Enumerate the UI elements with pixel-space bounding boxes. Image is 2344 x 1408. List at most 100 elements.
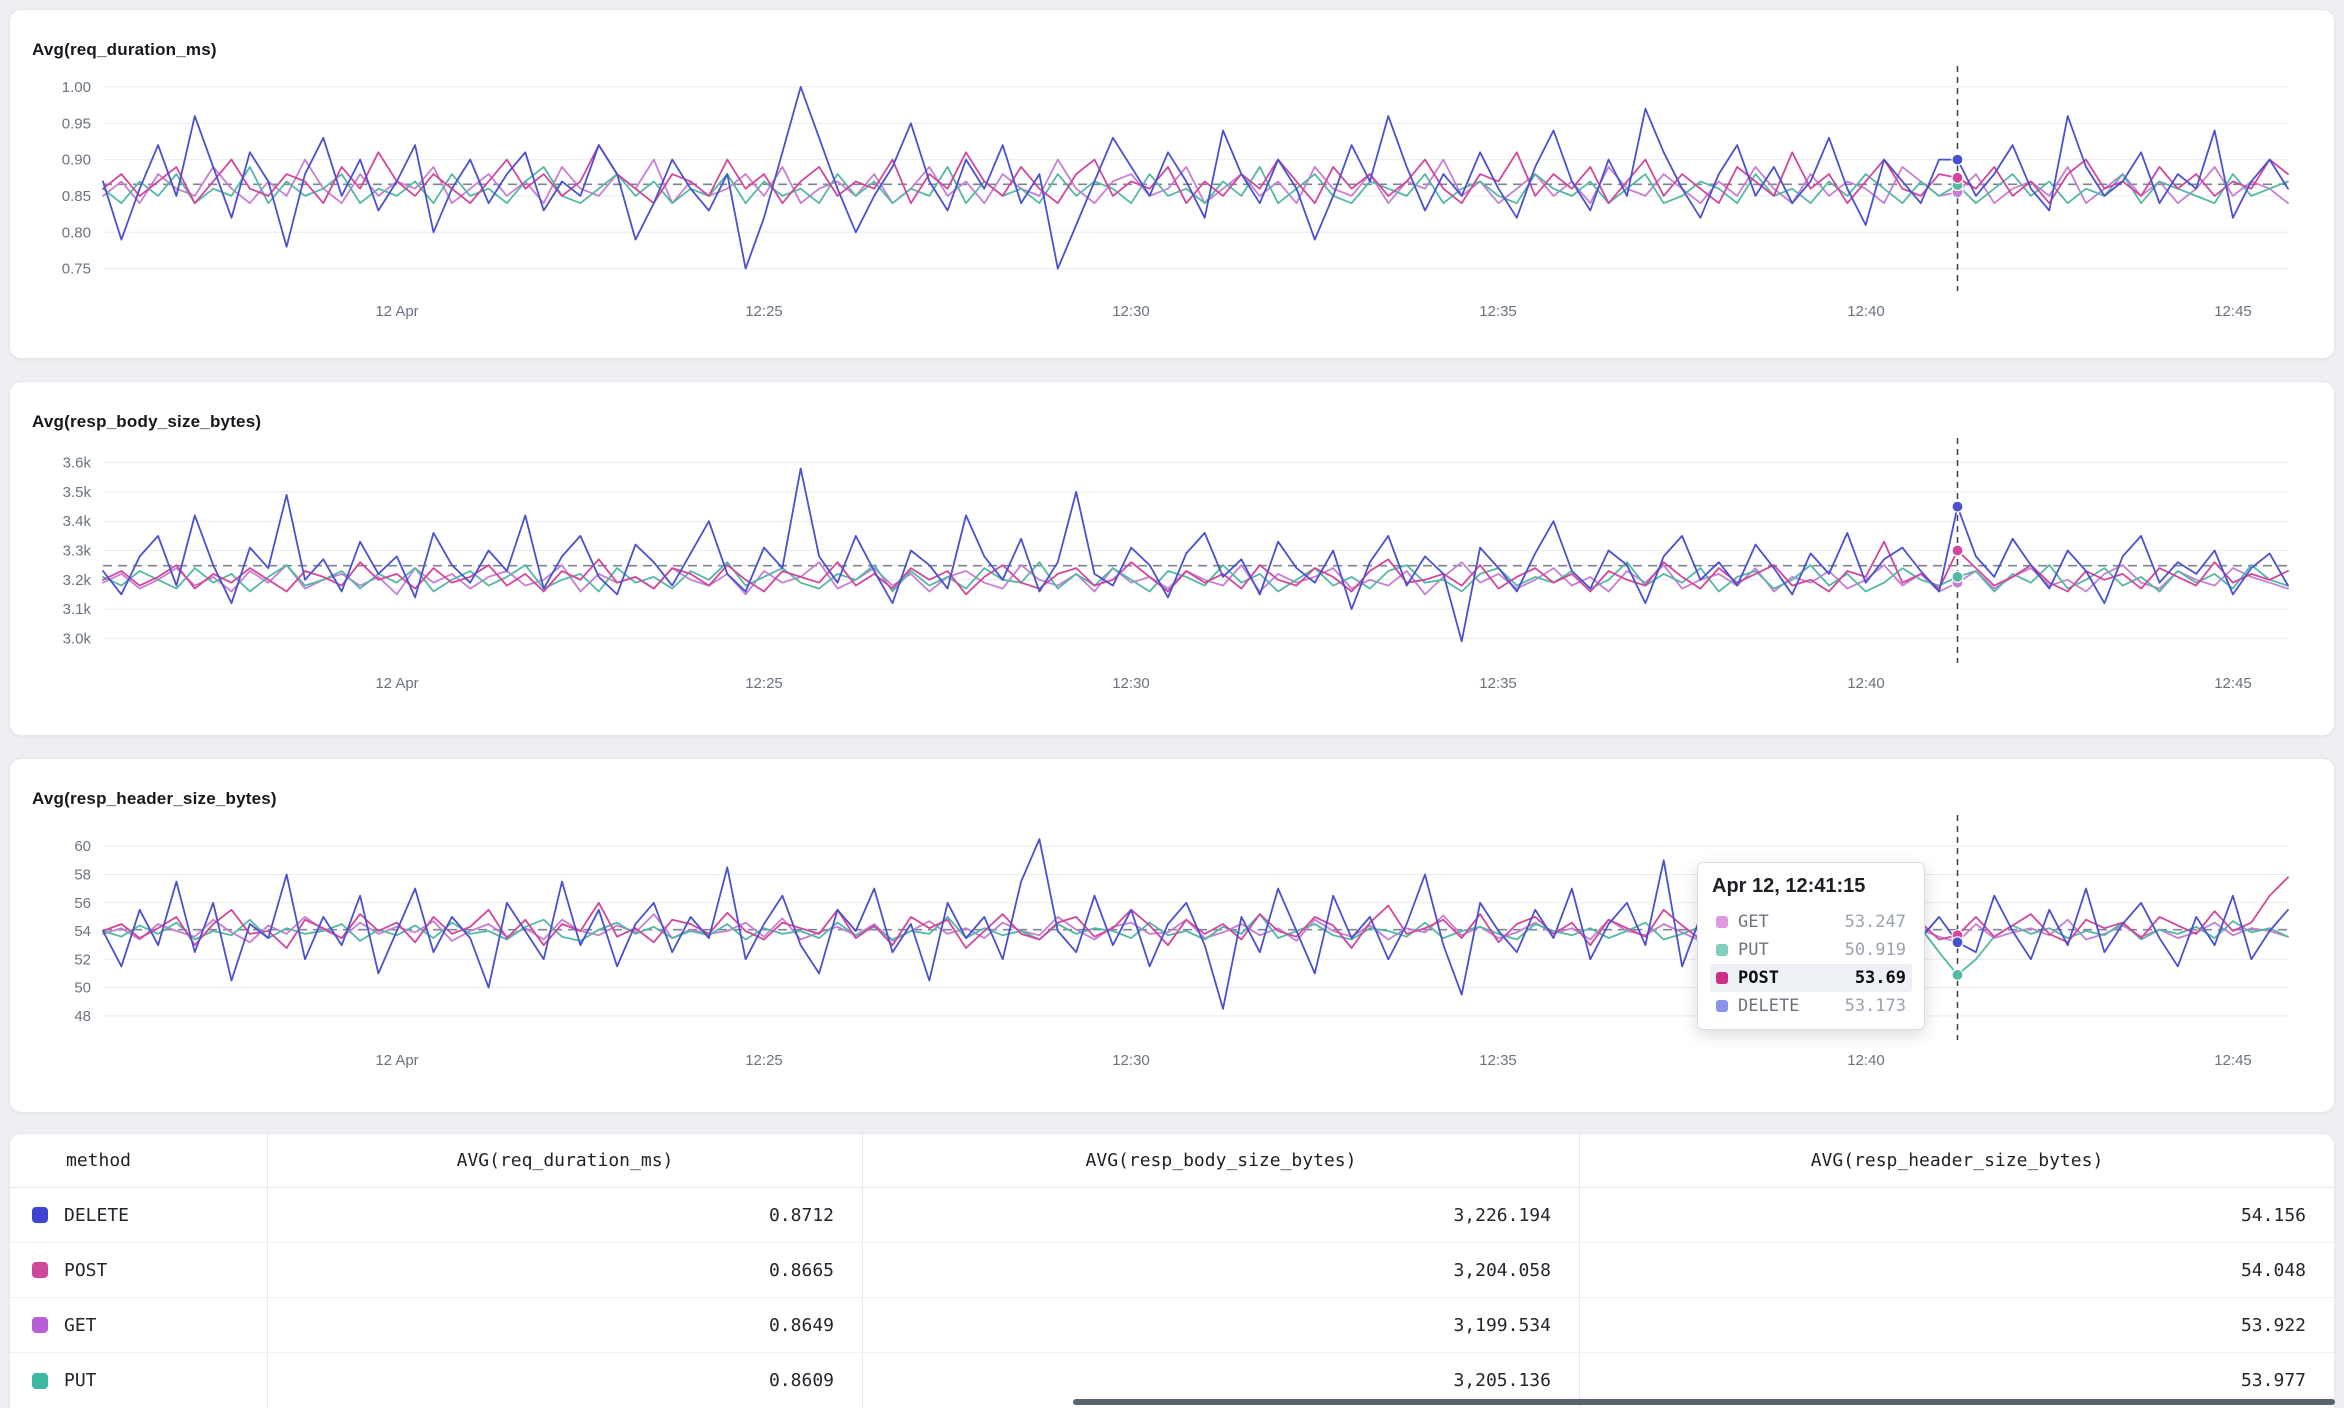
series-color-swatch (32, 1207, 48, 1223)
series-line-DELETE[interactable] (102, 467, 2289, 643)
y-axis-tick-label: 3.3k (63, 543, 92, 560)
method-label: POST (64, 1259, 108, 1281)
table-cell-method-DELETE: DELETE (10, 1188, 268, 1243)
hover-dot-DELETE (1951, 153, 1964, 166)
y-axis-tick-label: 0.80 (62, 224, 91, 241)
y-axis-tick-label: 52 (74, 951, 91, 968)
x-axis-tick-label: 12:25 (745, 675, 783, 692)
summary-table: method AVG(req_duration_ms) AVG(resp_body_… (10, 1134, 2334, 1408)
y-axis-tick-label: 0.95 (62, 115, 91, 132)
method-label: GET (64, 1314, 97, 1336)
series-line-DELETE[interactable] (102, 85, 2289, 270)
tooltip-title: Apr 12, 12:41:15 (1712, 875, 1866, 897)
table-cell-value: 0.8665 (268, 1243, 863, 1298)
hover-dot-DELETE (1951, 936, 1964, 949)
summary-table-panel: method AVG(req_duration_ms) AVG(resp_body_… (9, 1133, 2335, 1408)
series-color-swatch (32, 1317, 48, 1333)
hover-dot-DELETE (1951, 500, 1964, 513)
tooltip-series-value: 53.247 (1844, 912, 1906, 932)
x-axis-tick-label: 12:30 (1112, 1052, 1150, 1069)
table-cell-value: 3,204.058 (863, 1243, 1580, 1298)
tooltip-series-value: 50.919 (1844, 940, 1906, 960)
tooltip-rows: GET 53.247 PUT 50.919 POST 53.69 DELETE 53.173 (1710, 908, 1912, 1020)
table-header-method: method (10, 1134, 268, 1188)
y-axis-tick-label: 0.85 (62, 188, 91, 205)
series-line-PUT[interactable] (102, 166, 2289, 205)
y-axis-tick-label: 3.0k (63, 630, 92, 647)
chart-panel-resp-header-size: Avg(resp_header_size_bytes) 60 58 56 54 52 50… (9, 758, 2335, 1113)
table-cell-value: 0.8649 (268, 1298, 863, 1353)
chart-title-resp-body-size: Avg(resp_body_size_bytes) (32, 412, 262, 431)
x-axis-tick-label: 12:45 (2214, 1052, 2252, 1069)
table-cell-value: 0.8712 (268, 1188, 863, 1243)
series-color-chip (1716, 916, 1728, 928)
hover-dot-POST (1951, 544, 1964, 557)
y-axis-tick-label: 3.2k (63, 572, 92, 589)
y-axis-tick-label: 48 (74, 1008, 91, 1025)
series-color-swatch (32, 1372, 48, 1389)
table-cell-value: 3,226.194 (863, 1188, 1580, 1243)
series-line-PUT[interactable] (102, 561, 2289, 593)
method-label: PUT (64, 1370, 97, 1391)
table-cell-value: 54.156 (1580, 1188, 2334, 1243)
tooltip-series-label: DELETE (1738, 996, 1800, 1016)
x-axis-tick-label: 12:35 (1479, 1052, 1517, 1069)
tooltip-series-label: PUT (1738, 940, 1769, 960)
chart-panel-req-duration: Avg(req_duration_ms) 1.00 0.95 0.90 0.85 0.8… (9, 9, 2335, 359)
x-axis-tick-label: 12:30 (1112, 303, 1150, 320)
table-header-avg-1: AVG(req_duration_ms) (268, 1134, 863, 1188)
tooltip-row-POST: POST 53.69 (1710, 964, 1912, 992)
timeseries-chart-req-duration[interactable]: 1.00 0.95 0.90 0.85 0.80 0.75 12 Apr 12:25 12:30… (18, 66, 2328, 336)
x-axis-tick-label: 12:25 (745, 303, 783, 320)
tooltip-series-label: GET (1738, 912, 1769, 932)
series-color-chip (1716, 972, 1728, 984)
table-cell-method-PUT: PUT (10, 1353, 268, 1408)
y-axis-tick-label: 3.4k (63, 513, 92, 530)
series-color-chip (1716, 944, 1728, 956)
method-label: DELETE (64, 1204, 130, 1226)
table-cell-value: 0.8609 (268, 1353, 863, 1408)
tooltip-series-label: POST (1738, 968, 1779, 988)
y-axis-tick-label: 1.00 (62, 79, 91, 96)
chart-title-resp-header-size: Avg(resp_header_size_bytes) (32, 789, 277, 808)
table-header-avg-2: AVG(resp_body_size_bytes) (863, 1134, 1580, 1188)
y-axis-tick-label: 3.6k (63, 455, 92, 472)
x-axis-tick-label: 12:35 (1479, 303, 1517, 320)
timeseries-chart-resp-header-size[interactable]: 60 58 56 54 52 50 48 12 Apr 12:25 12:30 12:35 12:40… (18, 815, 2328, 1085)
table-cell-value: 54.048 (1580, 1243, 2334, 1298)
table-cell-value: 53.977 (1580, 1353, 2334, 1408)
x-axis-tick-label: 12 Apr (375, 675, 418, 692)
table-header-avg-3: AVG(resp_header_size_bytes) (1580, 1134, 2334, 1188)
x-axis-tick-label: 12:40 (1847, 303, 1885, 320)
x-axis-tick-label: 12:40 (1847, 675, 1885, 692)
y-axis-tick-label: 54 (74, 923, 91, 940)
series-color-swatch (32, 1262, 48, 1278)
table-cell-method-GET: GET (10, 1298, 268, 1353)
y-axis-tick-label: 50 (74, 980, 91, 997)
y-axis-tick-label: 3.5k (63, 484, 92, 501)
x-axis-tick-label: 12:40 (1847, 1052, 1885, 1069)
tooltip-series-value: 53.69 (1854, 968, 1906, 988)
timeseries-chart-resp-body-size[interactable]: 3.6k 3.5k 3.4k 3.3k 3.2k 3.1k 3.0k 12 Apr 12:25 1… (18, 438, 2328, 708)
series-line-DELETE[interactable] (102, 838, 2289, 1010)
x-axis-tick-label: 12 Apr (375, 1052, 418, 1069)
x-axis-tick-label: 12 Apr (375, 303, 418, 320)
x-axis-tick-label: 12:45 (2214, 303, 2252, 320)
series-line-POST[interactable] (102, 144, 2289, 205)
hover-dot-PUT (1951, 968, 1964, 981)
chart-panel-resp-body-size: Avg(resp_body_size_bytes) 3.6k 3.5k 3.4k 3.… (9, 381, 2335, 736)
tooltip-series-value: 53.173 (1844, 996, 1906, 1016)
y-axis-tick-label: 58 (74, 867, 91, 884)
x-axis-tick-label: 12:30 (1112, 675, 1150, 692)
y-axis-tick-label: 56 (74, 895, 91, 912)
series-color-chip (1716, 1000, 1728, 1012)
x-axis-tick-label: 12:25 (745, 1052, 783, 1069)
y-axis-tick-label: 60 (74, 838, 91, 855)
x-axis-tick-label: 12:45 (2214, 675, 2252, 692)
table-cell-value: 53.922 (1580, 1298, 2334, 1353)
horizontal-scrollbar-thumb[interactable] (1073, 1399, 2335, 1405)
series-line-POST[interactable] (102, 540, 2289, 596)
table-cell-value: 3,205.136 (863, 1353, 1580, 1408)
tooltip-row-PUT: PUT 50.919 (1710, 936, 1912, 964)
hover-dot-PUT (1951, 570, 1964, 583)
